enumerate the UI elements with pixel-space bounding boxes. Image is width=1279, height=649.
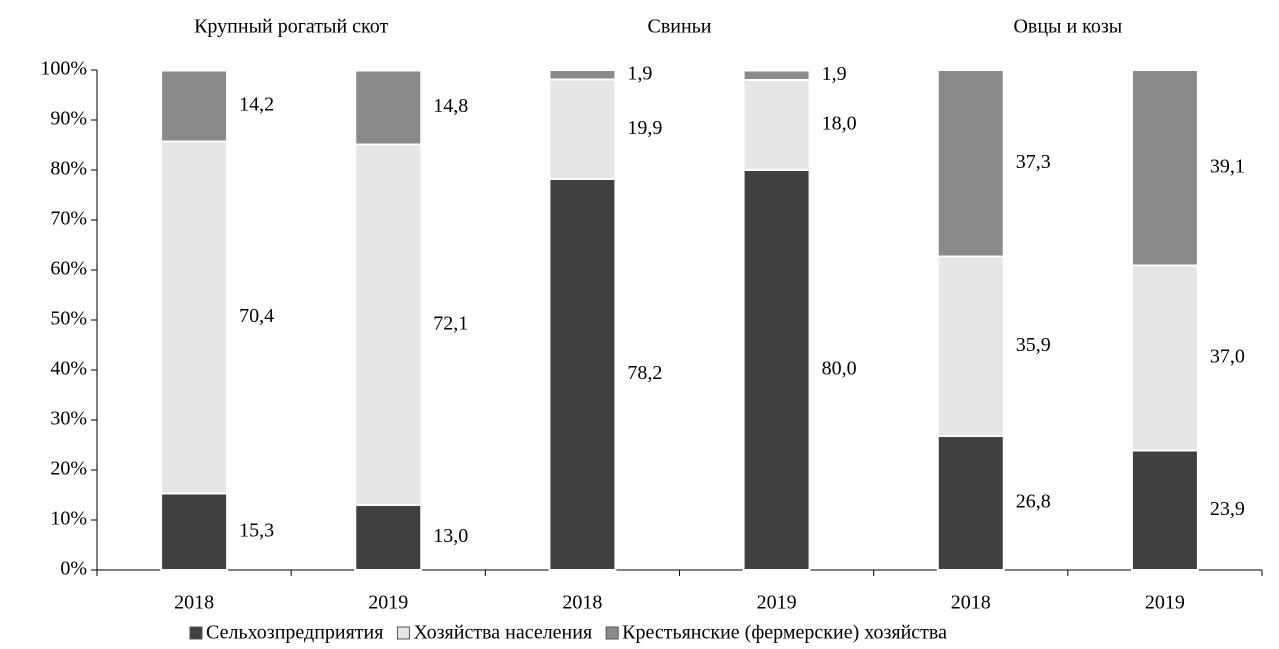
y-tick-label: 70% (50, 208, 87, 230)
bar-segment (548, 178, 617, 571)
bar-segment (548, 78, 617, 180)
bar-segment (548, 69, 617, 81)
bar-segment (1130, 449, 1199, 571)
value-label: 19,9 (627, 117, 662, 139)
legend-label: Хозяйства населения (413, 622, 592, 644)
legend-swatch (189, 626, 203, 640)
y-tick-label: 90% (50, 108, 87, 130)
y-tick-label: 10% (50, 508, 87, 530)
value-label: 1,9 (627, 62, 652, 84)
bar-segment (354, 504, 423, 571)
legend-label: Сельхозпредприятия (206, 622, 383, 644)
value-label: 14,2 (239, 94, 274, 116)
y-tick-label: 80% (50, 158, 87, 180)
group-label: Крупный рогатый скот (194, 16, 388, 38)
bar-segment (160, 140, 229, 495)
value-label: 78,2 (627, 362, 662, 384)
value-label: 23,9 (1210, 498, 1245, 520)
bar-segment (354, 143, 423, 506)
value-label: 80,0 (822, 358, 857, 380)
y-tick-label: 50% (50, 308, 87, 330)
legend-swatch (396, 626, 410, 640)
bar-segment (936, 69, 1005, 258)
x-tick-label: 2018 (174, 592, 214, 614)
bar-segment (1130, 69, 1199, 267)
bar-segment (354, 69, 423, 146)
group-label: Овцы и козы (1013, 16, 1122, 38)
y-tick-label: 0% (60, 558, 87, 580)
value-label: 26,8 (1016, 491, 1051, 513)
value-label: 15,3 (239, 519, 274, 541)
y-tick-label: 40% (50, 358, 87, 380)
x-tick-label: 2019 (1145, 592, 1185, 614)
x-tick-label: 2018 (562, 592, 602, 614)
bar-segment (160, 492, 229, 571)
value-label: 14,8 (433, 95, 468, 117)
value-label: 13,0 (433, 525, 468, 547)
value-label: 72,1 (433, 312, 468, 334)
legend-label: Крестьянские (фермерские) хозяйства (622, 622, 947, 644)
x-tick-label: 2019 (757, 592, 797, 614)
value-label: 1,9 (822, 63, 847, 85)
y-tick-label: 100% (40, 58, 87, 80)
x-tick-label: 2019 (368, 592, 408, 614)
value-label: 18,0 (822, 113, 857, 135)
bar-segment (936, 255, 1005, 437)
legend-swatch (605, 626, 619, 640)
y-tick-label: 30% (50, 408, 87, 430)
bar-segment (160, 69, 229, 143)
group-label: Свиньи (647, 16, 711, 38)
value-label: 35,9 (1016, 334, 1051, 356)
y-tick-label: 60% (50, 258, 87, 280)
bar-segment (936, 435, 1005, 571)
value-label: 39,1 (1210, 155, 1245, 177)
value-label: 70,4 (239, 305, 274, 327)
bar-segment (1130, 264, 1199, 452)
value-label: 37,0 (1210, 346, 1245, 368)
y-tick-label: 20% (50, 458, 87, 480)
bar-segment (742, 69, 811, 81)
bar-segment (742, 79, 811, 171)
value-label: 37,3 (1016, 151, 1051, 173)
x-tick-label: 2018 (951, 592, 991, 614)
bar-segment (742, 169, 811, 571)
